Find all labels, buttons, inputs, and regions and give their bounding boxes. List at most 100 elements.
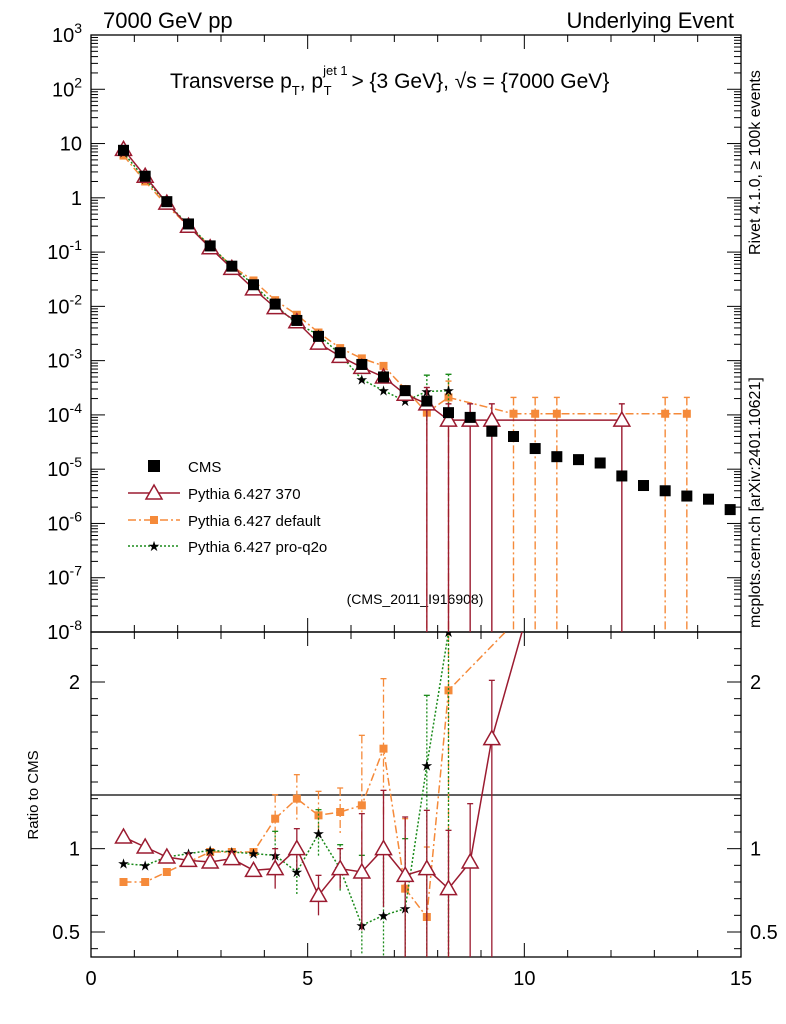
- default-point: [682, 409, 691, 418]
- cms-point: [703, 493, 714, 505]
- default-ratio-point: [271, 814, 280, 823]
- proq2o-ratio-point: ★: [139, 857, 152, 873]
- p370-ratio-point: [460, 852, 480, 869]
- cms-point: [378, 371, 389, 383]
- legend-marker-p370: [144, 483, 164, 500]
- cms-point: [464, 411, 476, 423]
- p370-ratio-point: [395, 865, 415, 883]
- legend-label-default: Pythia 6.427 default: [188, 513, 321, 530]
- p370-ratio-point: [330, 859, 350, 876]
- cms-point: [421, 395, 433, 407]
- proq2o-ratio-point: ★: [117, 856, 130, 872]
- mcplots-label: mcplots.cern.ch [arXiv:2401.10621]: [747, 377, 764, 628]
- p370-ratio-point: [179, 850, 198, 868]
- cms-point: [659, 485, 671, 497]
- default-ratio-point: [249, 848, 258, 856]
- main-ytick-label: 10-5: [47, 454, 82, 481]
- main-ytick-label: 10-2: [47, 291, 82, 318]
- p370-ratio-point: [309, 885, 328, 903]
- default-point: [509, 409, 518, 418]
- cms-point: [356, 358, 368, 370]
- main-ytick-label: 10-7: [47, 563, 82, 590]
- legend-marker-proq2o: ★: [148, 538, 161, 554]
- p370-point: [309, 333, 328, 350]
- p370-ratio-point: [135, 837, 155, 854]
- proq2o-ratio-point: ★: [442, 624, 455, 640]
- cms-point: [139, 170, 151, 182]
- default-point: [531, 409, 540, 418]
- default-ratio-point: [444, 686, 453, 695]
- p370-ratio-point: [374, 839, 393, 856]
- default-line-mid: [448, 396, 514, 415]
- xtick-label: 5: [302, 968, 313, 990]
- cms-point: [529, 443, 541, 455]
- proq2o-ratio-point: ★: [421, 757, 434, 773]
- default-point: [444, 393, 453, 402]
- xtick-label: 10: [513, 968, 535, 990]
- default-ratio-point: [379, 744, 388, 753]
- rivet-label: Rivet 4.1.0, ≥ 100k events: [747, 70, 764, 255]
- p370-point: [612, 410, 632, 427]
- p370-line: [122, 148, 449, 421]
- main-ytick-label: 10-1: [47, 237, 82, 264]
- default-ratio-point: [357, 801, 366, 810]
- cms-point: [183, 218, 194, 230]
- xtick-label: 0: [85, 968, 96, 990]
- p370-ratio-point: [244, 860, 263, 878]
- p370-point: [439, 410, 458, 427]
- main-ytick-label: 10-4: [47, 400, 82, 427]
- cms-point: [594, 457, 606, 469]
- main-ytick-label: 103: [52, 20, 82, 47]
- default-ratio-point: [206, 848, 215, 856]
- p370-ratio-point: [287, 839, 307, 856]
- cms-point: [204, 240, 216, 252]
- legend-label-p370: Pythia 6.427 370: [188, 486, 301, 503]
- main-ytick-label: 102: [52, 74, 82, 101]
- default-point: [661, 409, 670, 418]
- p370-ratio-point: [417, 859, 437, 876]
- proq2o-ratio-point: ★: [377, 907, 390, 923]
- cms-point: [161, 196, 173, 208]
- xtick-label: 15: [730, 968, 752, 990]
- ratio-ytick-label-right: 0.5: [750, 922, 778, 944]
- p370-ratio-point: [114, 827, 133, 844]
- cms-point: [118, 144, 129, 156]
- cms-point: [724, 504, 736, 516]
- proq2o-point: ★: [377, 383, 390, 399]
- main-ytick-label: 10-3: [47, 346, 82, 373]
- cms-point: [313, 330, 324, 342]
- p370-ratio-point: [352, 862, 372, 879]
- proq2o-ratio-point: ★: [312, 826, 325, 842]
- default-point: [552, 409, 561, 418]
- p370-ratio-point: [482, 729, 502, 746]
- proq2o-ratio-point: ★: [247, 846, 260, 862]
- proq2o-point: ★: [442, 383, 455, 399]
- proq2o-point: ★: [356, 371, 369, 387]
- default-ratio-line: [123, 632, 507, 919]
- cms-point: [551, 451, 563, 463]
- default-ratio-point: [162, 868, 171, 876]
- ratio-ytick-label: 1: [69, 839, 80, 861]
- p370-ratio-point: [222, 849, 242, 866]
- legend-label-cms: CMS: [188, 459, 221, 476]
- header-left: 7000 GeV pp: [103, 8, 233, 33]
- p370-ratio-point: [265, 859, 285, 876]
- default-ratio-point: [336, 808, 345, 816]
- cms-point: [399, 385, 411, 397]
- p370-point: [482, 410, 502, 427]
- proq2o-ratio-point: ★: [204, 842, 217, 858]
- cms-point: [443, 407, 454, 419]
- cms-point: [334, 347, 346, 359]
- default-ratio-point: [292, 794, 301, 803]
- legend: CMS Pythia 6.427 370 Pythia 6.427 defaul…: [128, 459, 327, 556]
- main-ytick-label: 1: [71, 188, 82, 210]
- header-right: Underlying Event: [566, 8, 734, 33]
- proq2o-ratio-point: ★: [291, 864, 304, 880]
- ratio-ytick-label: 2: [69, 672, 80, 694]
- ratio-ylabel: Ratio to CMS: [25, 750, 42, 839]
- default-ratio-point: [119, 878, 128, 886]
- cms-point: [248, 279, 259, 291]
- default-ratio-point: [141, 878, 150, 886]
